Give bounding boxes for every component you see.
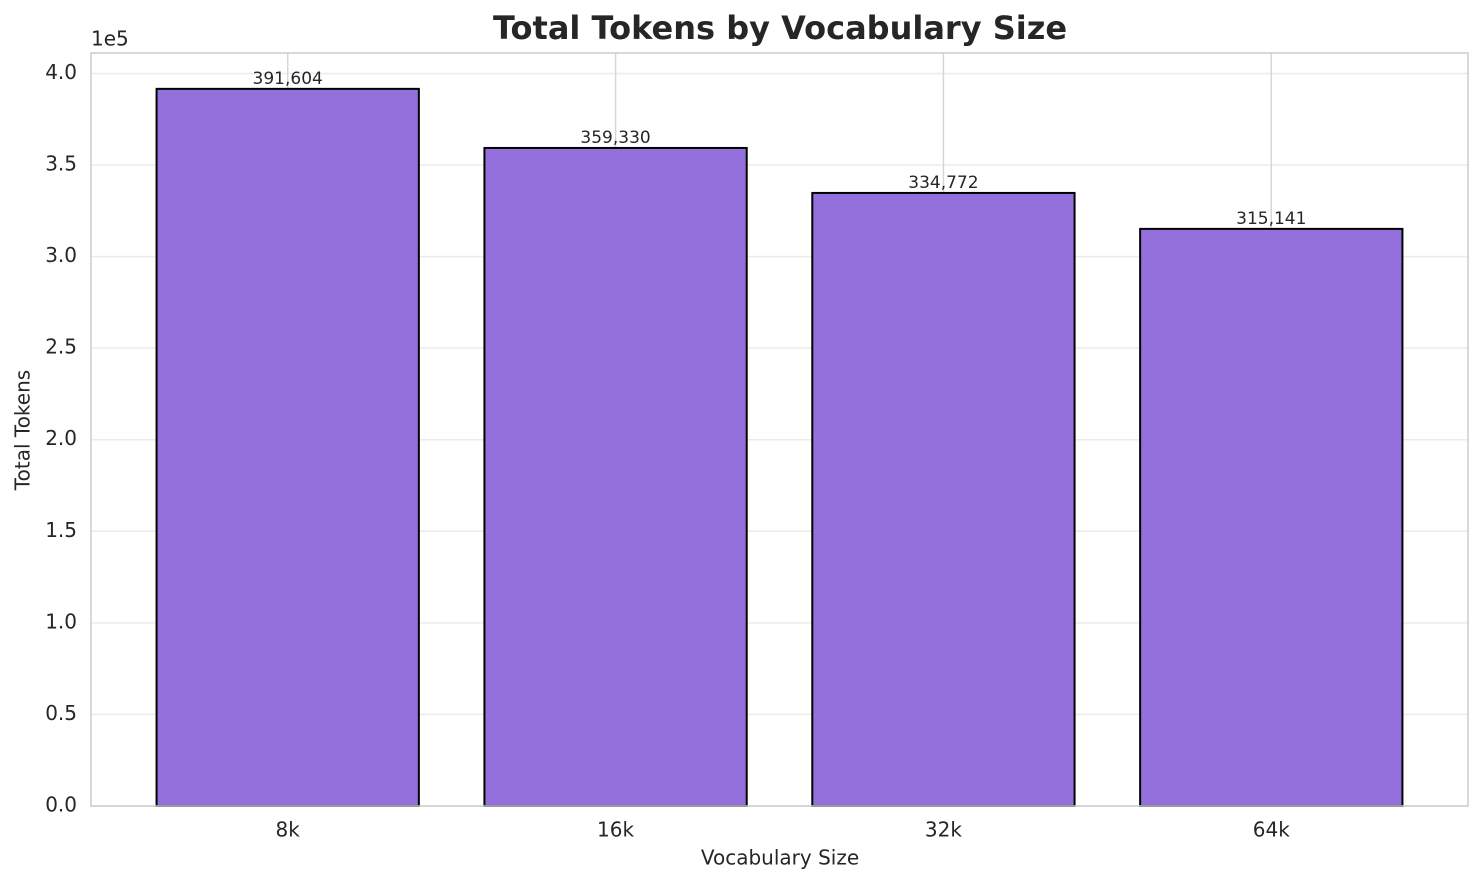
y-tick-label: 3.5 bbox=[45, 152, 77, 176]
bar bbox=[483, 146, 748, 807]
value-label: 359,330 bbox=[580, 128, 650, 148]
x-axis-label: Vocabulary Size bbox=[701, 846, 859, 870]
x-tick-label: 32k bbox=[925, 818, 962, 842]
y-tick-label: 0.0 bbox=[45, 793, 77, 817]
value-label: 334,772 bbox=[908, 173, 978, 193]
plot-frame bbox=[90, 52, 1469, 807]
y-tick-label: 2.0 bbox=[45, 426, 77, 450]
y-tick-label: 1.5 bbox=[45, 518, 77, 542]
y-offset-label: 1e5 bbox=[91, 27, 129, 51]
chart-title: Total Tokens by Vocabulary Size bbox=[493, 9, 1067, 47]
x-tick-label: 8k bbox=[276, 818, 301, 842]
bar bbox=[811, 191, 1076, 808]
value-label: 315,141 bbox=[1236, 209, 1306, 229]
bar bbox=[1139, 227, 1404, 808]
y-tick-label: 4.0 bbox=[45, 60, 77, 84]
y-tick-label: 2.5 bbox=[45, 335, 77, 359]
value-label: 391,604 bbox=[253, 69, 323, 89]
bar bbox=[155, 87, 420, 807]
y-tick-label: 3.0 bbox=[45, 243, 77, 267]
y-tick-label: 0.5 bbox=[45, 701, 77, 725]
y-axis-label: Total Tokens bbox=[11, 370, 35, 491]
y-tick-label: 1.0 bbox=[45, 609, 77, 633]
x-tick-label: 16k bbox=[597, 818, 634, 842]
x-tick-label: 64k bbox=[1253, 818, 1290, 842]
